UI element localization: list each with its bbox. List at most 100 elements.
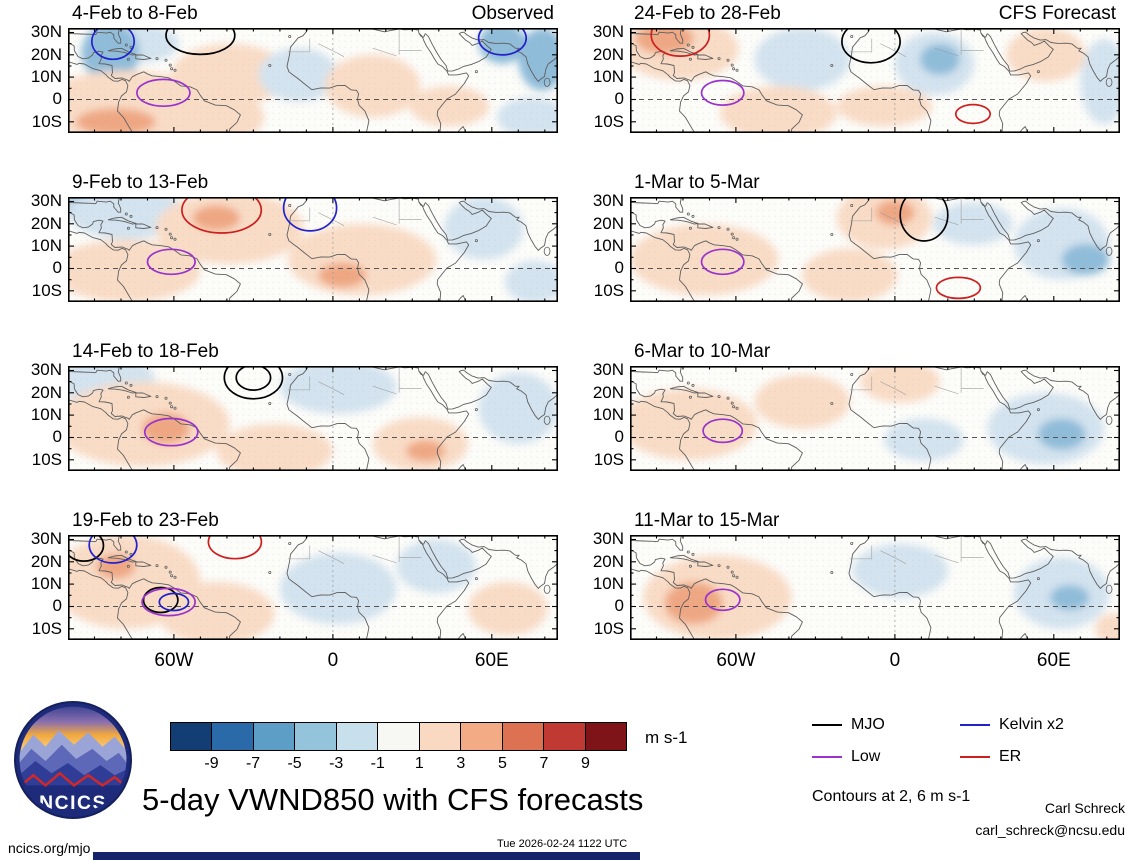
y-tick-label: 0 bbox=[52, 596, 62, 616]
y-tick-label: 20N bbox=[30, 382, 62, 402]
y-tick-label: 30N bbox=[30, 360, 62, 380]
low-contour bbox=[146, 248, 196, 276]
mjo-contour bbox=[165, 28, 236, 56]
kelvin-contour bbox=[90, 28, 136, 61]
low-contour bbox=[704, 588, 741, 612]
x-tick-label: 60E bbox=[474, 650, 509, 671]
legend-line bbox=[812, 756, 842, 758]
legend-item-er: ER bbox=[960, 746, 1135, 768]
mjo-contour bbox=[235, 366, 272, 391]
y-tick-label: 20N bbox=[30, 213, 62, 233]
x-tick-label: 60W bbox=[154, 650, 194, 671]
colorbar-tick-label: 5 bbox=[497, 755, 507, 772]
map-panel bbox=[630, 366, 1120, 471]
legend-item-mjo: MJO bbox=[812, 714, 960, 736]
credit-author: Carl Schreck bbox=[1044, 800, 1125, 816]
y-tick-label: 0 bbox=[614, 596, 624, 616]
y-tick-label: 30N bbox=[592, 22, 624, 42]
colorbar-segment bbox=[295, 723, 337, 750]
legend-label: Kelvin x2 bbox=[999, 716, 1064, 733]
colorbar-segment bbox=[171, 723, 213, 750]
colorbar-tick-label: 9 bbox=[581, 755, 590, 772]
er-contour bbox=[181, 197, 263, 234]
y-tick-label: 0 bbox=[614, 258, 624, 278]
y-tick-label: 20N bbox=[30, 44, 62, 64]
colorbar-segment bbox=[212, 723, 254, 750]
y-tick-label: 10S bbox=[593, 618, 624, 638]
wave-legend: MJO Kelvin x2 Low ER bbox=[812, 714, 1135, 768]
footer-bar bbox=[93, 852, 640, 860]
er-contour bbox=[954, 103, 992, 125]
colorbar-segment bbox=[544, 723, 586, 750]
low-contour bbox=[143, 417, 199, 447]
y-tick-label: 10N bbox=[592, 236, 624, 256]
ncics-logo: NCICS bbox=[14, 701, 132, 819]
y-tick-label: 20N bbox=[592, 213, 624, 233]
panel-title: 11-Mar to 15-Mar bbox=[634, 510, 780, 531]
low-contour bbox=[702, 418, 744, 444]
colorbar-units-label: m s-1 bbox=[645, 728, 688, 747]
map-panel bbox=[630, 197, 1120, 302]
colorbar-segment bbox=[419, 723, 462, 750]
colorbar-tick-label: -9 bbox=[204, 755, 219, 772]
credit-email: carl_schreck@ncsu.edu bbox=[975, 822, 1125, 838]
low-contour bbox=[136, 78, 191, 108]
y-tick-label: 10N bbox=[30, 405, 62, 425]
y-tick-label: 10N bbox=[30, 574, 62, 594]
panel-title: 9-Feb to 13-Feb bbox=[72, 172, 209, 193]
y-tick-label: 20N bbox=[30, 551, 62, 571]
legend-line bbox=[812, 724, 842, 726]
x-tick-label: 60W bbox=[716, 650, 756, 671]
map-panel bbox=[68, 197, 558, 302]
y-tick-label: 10S bbox=[31, 111, 62, 131]
colorbar-segment bbox=[461, 723, 503, 750]
panel-title: 6-Mar to 10-Mar bbox=[634, 341, 771, 362]
panel-title: 14-Feb to 18-Feb bbox=[72, 341, 219, 362]
low-contour bbox=[141, 587, 196, 617]
colorbar-segment bbox=[502, 723, 545, 750]
colorbar-segments bbox=[170, 722, 627, 751]
y-tick-label: 0 bbox=[614, 427, 624, 447]
y-tick-label: 10S bbox=[593, 280, 624, 300]
x-tick-label: 0 bbox=[889, 650, 901, 671]
y-tick-label: 10N bbox=[592, 405, 624, 425]
y-tick-label: 20N bbox=[592, 44, 624, 64]
colorbar-segment bbox=[253, 723, 296, 750]
colorbar-tick-label: -3 bbox=[329, 755, 344, 772]
footer-site-url: ncics.org/mjo bbox=[8, 840, 91, 856]
footer-timestamp: Tue 2026-02-24 1122 UTC bbox=[497, 838, 628, 850]
y-tick-label: 30N bbox=[592, 360, 624, 380]
y-tick-label: 0 bbox=[614, 89, 624, 109]
legend-item-low: Low bbox=[812, 746, 960, 768]
y-tick-label: 20N bbox=[592, 382, 624, 402]
logo-red-zigzag bbox=[20, 771, 126, 788]
colorbar-tick-label: 1 bbox=[414, 755, 424, 772]
y-tick-label: 10S bbox=[31, 618, 62, 638]
map-panel bbox=[630, 28, 1120, 133]
colorbar-tick-label: 7 bbox=[539, 755, 549, 772]
y-tick-label: 10N bbox=[592, 67, 624, 87]
y-tick-label: 0 bbox=[52, 89, 62, 109]
y-tick-label: 0 bbox=[52, 427, 62, 447]
figure-title: 5-day VWND850 with CFS forecasts bbox=[142, 782, 644, 817]
low-contour bbox=[700, 79, 745, 106]
y-tick-label: 30N bbox=[592, 191, 624, 211]
panel-title: 24-Feb to 28-Feb bbox=[634, 3, 781, 24]
panel-corner-label: Observed bbox=[471, 3, 554, 24]
map-panel bbox=[630, 535, 1120, 640]
panel-title: 1-Mar to 5-Mar bbox=[634, 172, 760, 193]
low-contour bbox=[700, 248, 745, 276]
colorbar-tick-label: -5 bbox=[287, 755, 302, 772]
kelvin-contour bbox=[158, 592, 190, 612]
logo-text: NCICS bbox=[39, 793, 107, 814]
map-panel bbox=[68, 366, 558, 471]
x-tick-label: 60E bbox=[1036, 650, 1071, 671]
er-contour bbox=[650, 28, 711, 57]
colorbar-tick-label: -1 bbox=[370, 755, 385, 772]
legend-label: MJO bbox=[851, 716, 885, 733]
y-tick-label: 10N bbox=[30, 67, 62, 87]
legend-line bbox=[960, 724, 990, 726]
y-tick-label: 20N bbox=[592, 551, 624, 571]
y-tick-label: 10N bbox=[592, 574, 624, 594]
